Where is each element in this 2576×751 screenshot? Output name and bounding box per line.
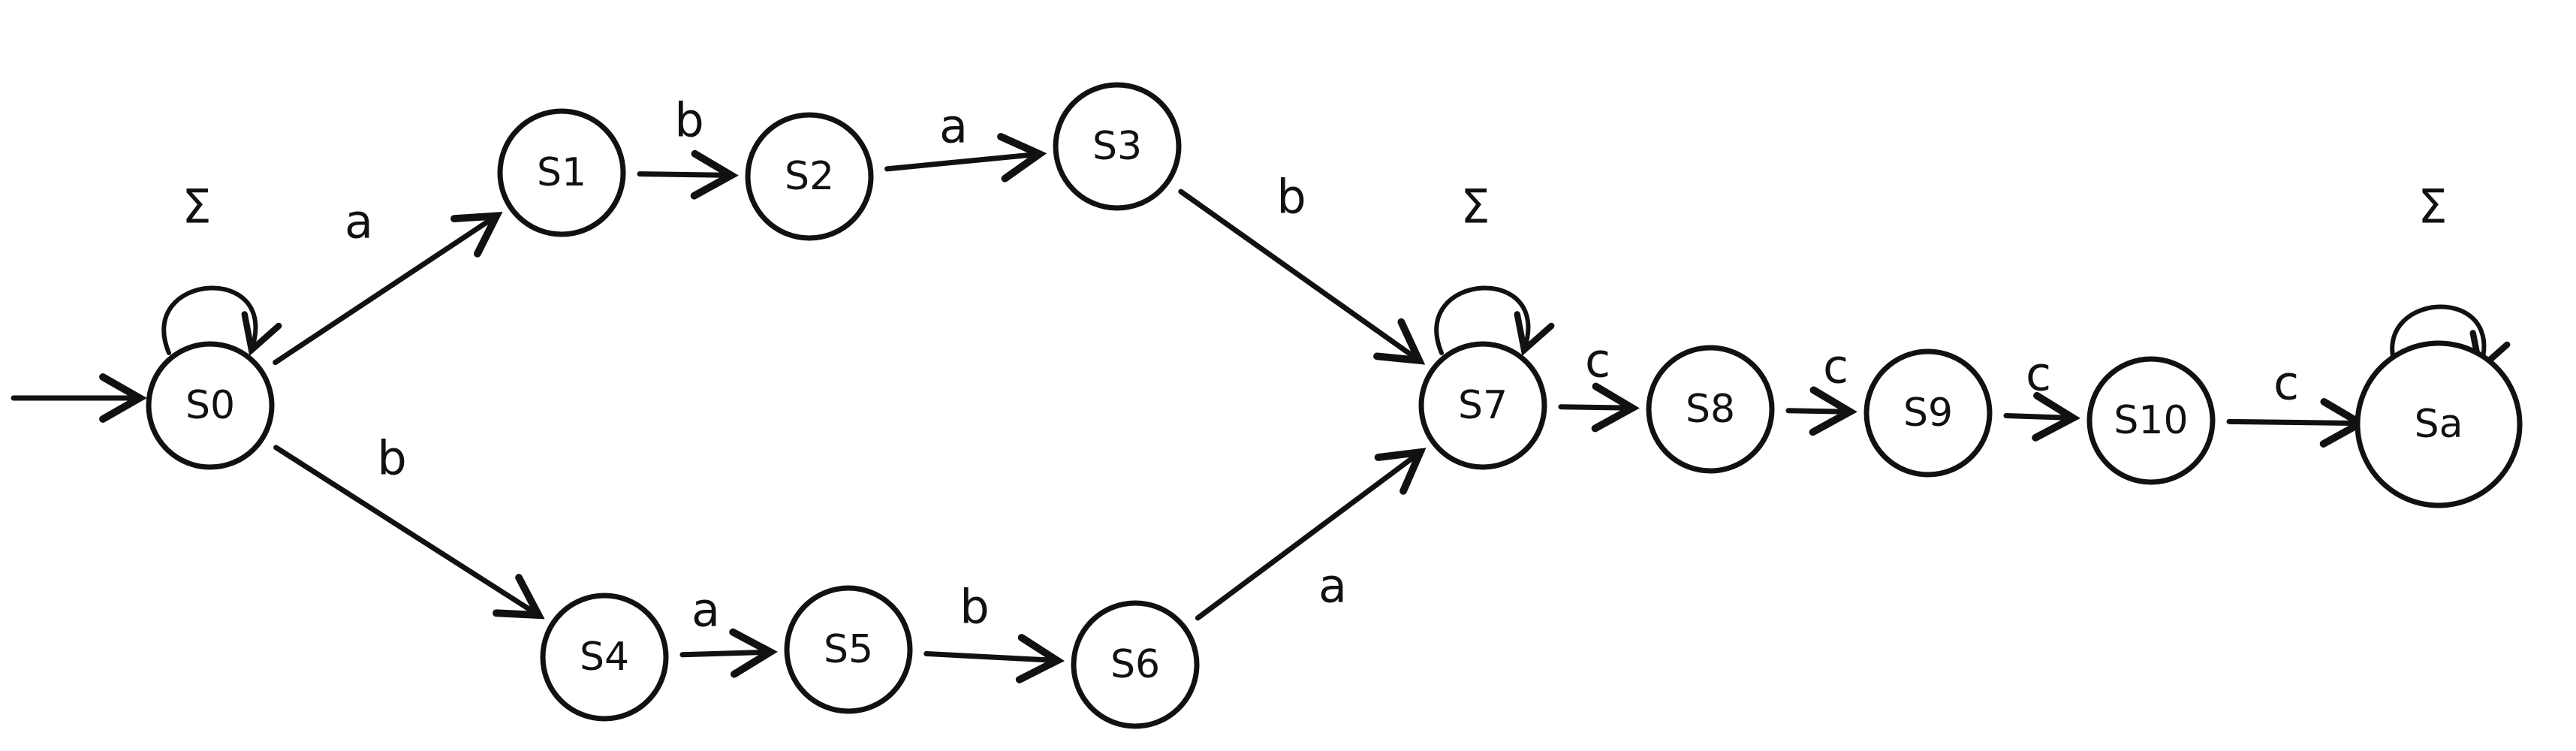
transition-label-s1-s2: b [674,93,704,148]
state-circle [2086,356,2216,485]
state-s3: S3 [1053,82,1182,211]
state-circle [784,585,913,714]
transition-arrow-s7-s8 [1558,382,1640,433]
transition-label-s0-s4: b [377,431,406,486]
transition-arrow-s2-s3 [884,133,1047,182]
transition-arrow-s9-s10 [2003,391,2080,442]
state-sa: Sa [2355,340,2523,508]
transition-label-s6-s7: a [1318,559,1347,614]
state-s8: S8 [1646,345,1775,474]
state-circle [497,108,626,237]
state-label: S9 [1903,391,1953,436]
transition-arrow-s10-sa [2226,398,2368,448]
state-label: Sa [2415,402,2463,447]
state-label: S8 [1686,387,1735,432]
state-label: S3 [1092,124,1142,169]
state-label: S4 [580,635,629,680]
transition-arrow-s1-s2 [637,149,739,200]
state-label: S6 [1110,642,1160,687]
transition-label-s2-s3: a [939,99,968,154]
state-label: S1 [537,150,586,195]
transition-label-s3-s7: b [1276,170,1306,225]
transition-arrow-s3-s7 [1178,189,1426,365]
transition-label-s7-s7: Σ [1460,179,1490,234]
state-circle [146,341,275,470]
state-circle [1053,82,1182,211]
transition-arrow-s4-s5 [679,628,778,678]
state-circle [1646,345,1775,474]
transition-label-s9-s10: c [2026,347,2051,402]
state-s7: S7 [1418,341,1547,470]
state-label: S5 [824,627,873,672]
transition-label-s4-s5: a [691,583,720,638]
transition-label-sa-sa: Σ [2418,179,2447,234]
state-label: S2 [785,154,834,199]
transition-label-s5-s6: b [960,580,989,635]
transition-label-s0-s0: Σ [182,179,211,234]
state-s10: S10 [2086,356,2216,485]
transition-arrow-s0-s1 [273,211,503,366]
state-s9: S9 [1863,348,1993,478]
state-label: S10 [2114,398,2188,443]
transition-arrow-s7-s7 [1434,285,1555,357]
state-circle [1418,341,1547,470]
accept-ring [2355,340,2523,508]
state-s2: S2 [745,112,874,241]
transition-arrow-s8-s9 [1785,386,1857,436]
transition-arrow-s0-s0 [161,285,282,357]
state-s0: S0 [146,341,275,470]
state-s1: S1 [497,108,626,237]
state-s5: S5 [784,585,913,714]
state-s4: S4 [540,593,669,722]
transition-arrow-s0-s4 [273,445,545,620]
transition-label-s0-s1: a [345,195,373,249]
transition-arrow-s6-s7 [1195,448,1427,621]
transition-label-s7-s8: c [1585,333,1610,388]
transition-label-s10-sa: c [2273,356,2299,411]
state-circle [1071,600,1200,729]
state-label: S0 [185,383,235,428]
state-circle [1863,348,1993,478]
state-circle [540,593,669,722]
state-s6: S6 [1071,600,1200,729]
transition-label-s8-s9: c [1823,339,1848,394]
transition-arrow-s5-s6 [923,634,1065,683]
state-label: S7 [1458,383,1508,428]
transition-arrow-sa-sa [2390,304,2511,376]
state-circle [745,112,874,241]
